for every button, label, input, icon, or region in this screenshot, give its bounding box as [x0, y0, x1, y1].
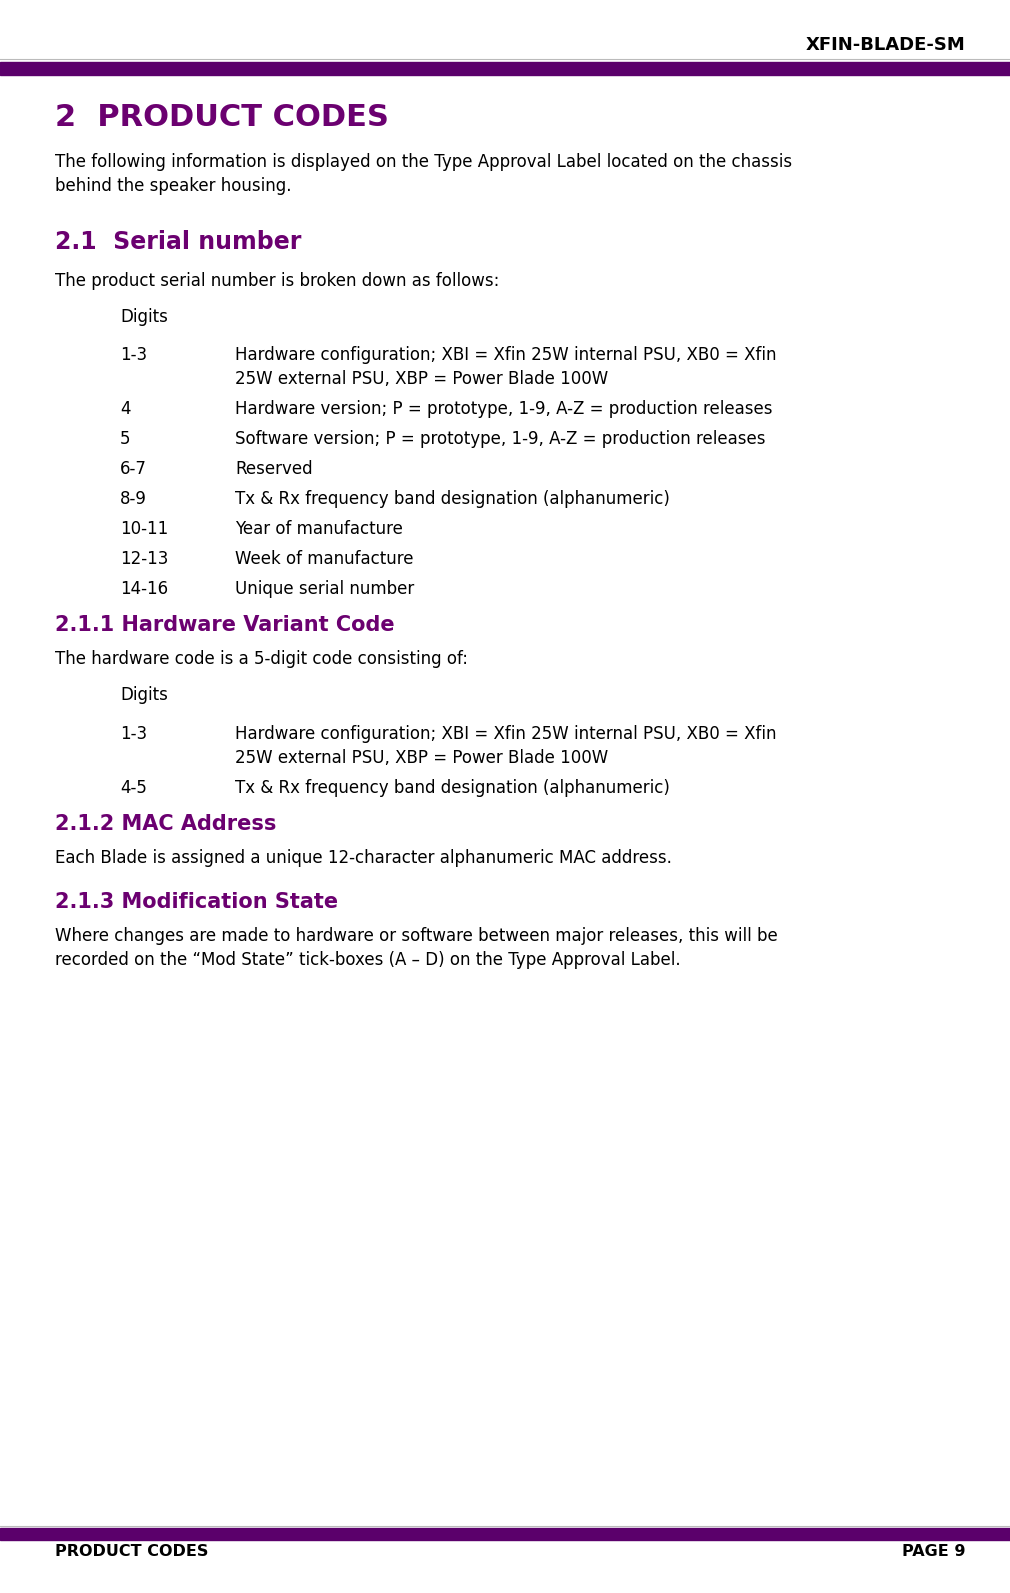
Text: Unique serial number: Unique serial number: [235, 580, 414, 599]
Text: 5: 5: [120, 430, 130, 448]
Text: 10-11: 10-11: [120, 521, 169, 538]
Text: Tx & Rx frequency band designation (alphanumeric): Tx & Rx frequency band designation (alph…: [235, 491, 670, 508]
Text: 2.1  Serial number: 2.1 Serial number: [55, 229, 301, 253]
Text: Hardware configuration; XBI = Xfin 25W internal PSU, XB0 = Xfin: Hardware configuration; XBI = Xfin 25W i…: [235, 725, 777, 742]
Bar: [0, 62, 1010, 75]
Text: 1-3: 1-3: [120, 725, 147, 742]
Text: behind the speaker housing.: behind the speaker housing.: [55, 177, 292, 194]
Text: Digits: Digits: [120, 687, 168, 704]
Bar: [0, 1528, 1010, 1540]
Text: The hardware code is a 5-digit code consisting of:: The hardware code is a 5-digit code cons…: [55, 650, 468, 667]
Text: Software version; P = prototype, 1-9, A-Z = production releases: Software version; P = prototype, 1-9, A-…: [235, 430, 766, 448]
Text: 2.1.3 Modification State: 2.1.3 Modification State: [55, 892, 338, 911]
Text: Digits: Digits: [120, 307, 168, 327]
Text: The product serial number is broken down as follows:: The product serial number is broken down…: [55, 272, 499, 290]
Text: The following information is displayed on the Type Approval Label located on the: The following information is displayed o…: [55, 153, 792, 170]
Text: Hardware version; P = prototype, 1-9, A-Z = production releases: Hardware version; P = prototype, 1-9, A-…: [235, 400, 773, 419]
Text: 1-3: 1-3: [120, 346, 147, 365]
Text: 2.1.2 MAC Address: 2.1.2 MAC Address: [55, 814, 277, 833]
Text: 6-7: 6-7: [120, 460, 146, 478]
Text: 8-9: 8-9: [120, 491, 146, 508]
Text: recorded on the “Mod State” tick-boxes (A – D) on the Type Approval Label.: recorded on the “Mod State” tick-boxes (…: [55, 951, 681, 969]
Text: 2  PRODUCT CODES: 2 PRODUCT CODES: [55, 104, 389, 132]
Text: Where changes are made to hardware or software between major releases, this will: Where changes are made to hardware or so…: [55, 927, 778, 945]
Text: Tx & Rx frequency band designation (alphanumeric): Tx & Rx frequency band designation (alph…: [235, 779, 670, 796]
Text: 4: 4: [120, 400, 130, 419]
Text: Each Blade is assigned a unique 12-character alphanumeric MAC address.: Each Blade is assigned a unique 12-chara…: [55, 849, 672, 867]
Text: Reserved: Reserved: [235, 460, 313, 478]
Text: 25W external PSU, XBP = Power Blade 100W: 25W external PSU, XBP = Power Blade 100W: [235, 749, 608, 766]
Text: 2.1.1 Hardware Variant Code: 2.1.1 Hardware Variant Code: [55, 615, 395, 636]
Text: Year of manufacture: Year of manufacture: [235, 521, 403, 538]
Text: PRODUCT CODES: PRODUCT CODES: [55, 1545, 208, 1560]
Text: Week of manufacture: Week of manufacture: [235, 550, 413, 569]
Text: Hardware configuration; XBI = Xfin 25W internal PSU, XB0 = Xfin: Hardware configuration; XBI = Xfin 25W i…: [235, 346, 777, 365]
Text: 12-13: 12-13: [120, 550, 169, 569]
Text: PAGE 9: PAGE 9: [902, 1545, 965, 1560]
Text: XFIN-BLADE-SM: XFIN-BLADE-SM: [805, 35, 965, 54]
Text: 4-5: 4-5: [120, 779, 146, 796]
Text: 25W external PSU, XBP = Power Blade 100W: 25W external PSU, XBP = Power Blade 100W: [235, 370, 608, 389]
Text: 14-16: 14-16: [120, 580, 168, 599]
